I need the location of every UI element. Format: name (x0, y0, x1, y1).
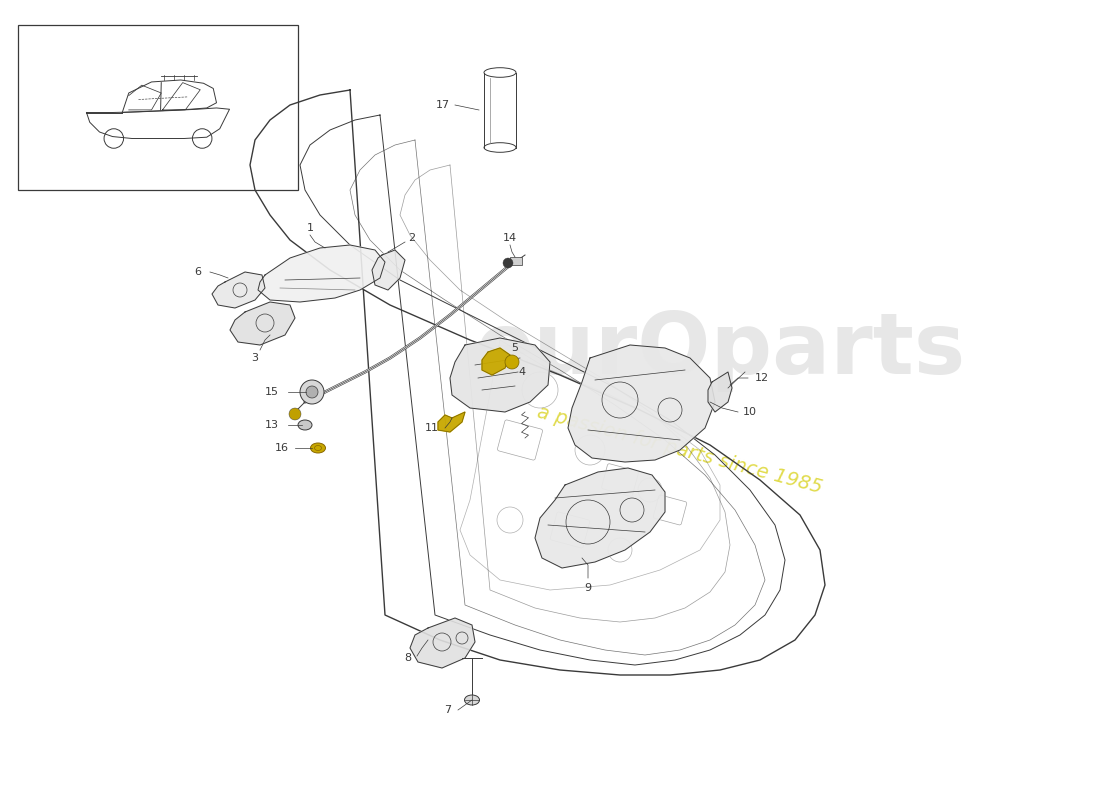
Text: 16: 16 (275, 443, 289, 453)
Ellipse shape (464, 695, 480, 705)
Text: 11: 11 (425, 423, 439, 433)
Circle shape (289, 408, 301, 420)
Circle shape (306, 386, 318, 398)
Polygon shape (568, 345, 715, 462)
Polygon shape (438, 412, 465, 432)
Text: 6: 6 (195, 267, 201, 277)
Ellipse shape (310, 443, 326, 453)
Circle shape (503, 258, 513, 268)
Text: 10: 10 (742, 407, 757, 417)
Polygon shape (372, 250, 405, 290)
Text: 9: 9 (584, 583, 592, 593)
Polygon shape (482, 348, 510, 375)
Text: 4: 4 (518, 367, 526, 377)
Text: 2: 2 (408, 233, 416, 243)
Ellipse shape (298, 420, 312, 430)
Text: 7: 7 (444, 705, 452, 715)
Polygon shape (230, 302, 295, 345)
Polygon shape (535, 468, 666, 568)
Text: a passion for parts since 1985: a passion for parts since 1985 (536, 402, 825, 498)
Circle shape (505, 355, 519, 369)
Text: 15: 15 (265, 387, 279, 397)
Text: 17: 17 (436, 100, 450, 110)
Polygon shape (212, 272, 265, 308)
Text: 14: 14 (503, 233, 517, 243)
Text: 12: 12 (755, 373, 769, 383)
Text: 3: 3 (252, 353, 258, 363)
Polygon shape (258, 245, 385, 302)
Text: 13: 13 (265, 420, 279, 430)
Text: 8: 8 (405, 653, 411, 663)
Text: eurOparts: eurOparts (475, 309, 965, 391)
Polygon shape (410, 618, 475, 668)
Polygon shape (708, 372, 732, 412)
Text: 5: 5 (512, 343, 518, 353)
Polygon shape (450, 338, 550, 412)
Text: 1: 1 (307, 223, 314, 233)
Bar (510, 257, 522, 265)
Bar (18, 25, 298, 190)
Circle shape (300, 380, 324, 404)
